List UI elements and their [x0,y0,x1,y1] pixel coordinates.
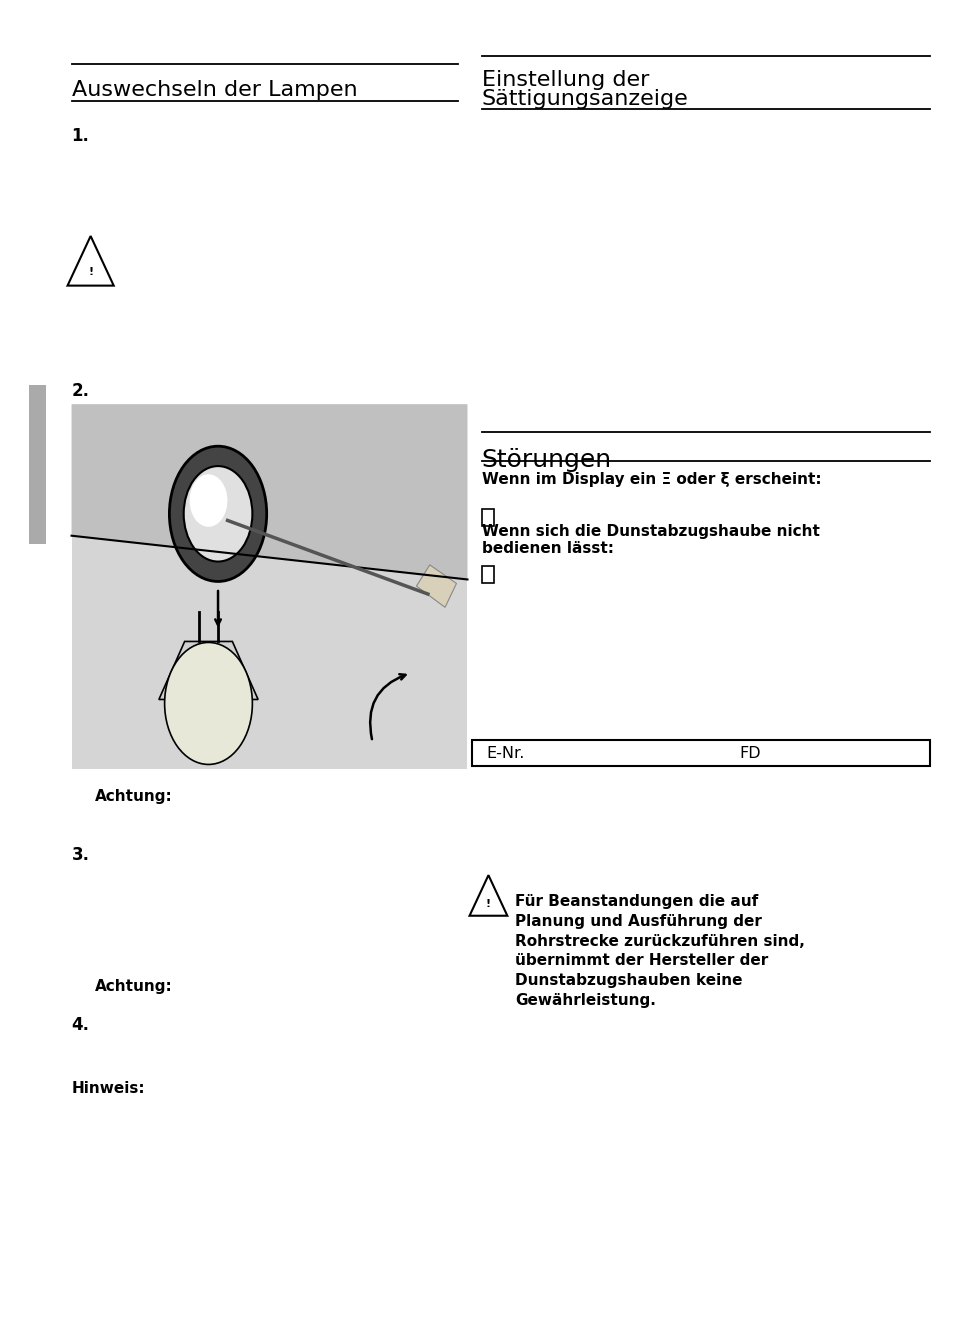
Text: FD: FD [739,745,760,761]
Text: 3.: 3. [71,846,90,865]
Text: Sättigungsanzeige: Sättigungsanzeige [481,89,688,109]
Text: Planung und Ausführung der: Planung und Ausführung der [515,914,761,928]
Bar [71,404,467,769]
Circle shape [190,475,227,526]
Circle shape [165,642,253,764]
Bar [472,740,929,766]
Text: übernimmt der Hersteller der: übernimmt der Hersteller der [515,953,767,968]
Text: Einstellung der: Einstellung der [481,70,648,90]
Text: Achtung:: Achtung: [95,789,172,804]
Polygon shape [416,565,456,607]
Bar [481,509,494,526]
Polygon shape [71,404,467,579]
Text: 4.: 4. [71,1016,90,1034]
Text: Rohrstrecke zurückzuführen sind,: Rohrstrecke zurückzuführen sind, [515,934,804,948]
Text: bedienen lässt:: bedienen lässt: [481,541,613,556]
Bar [29,385,46,544]
Text: Achtung:: Achtung: [95,979,172,993]
Text: Gewährleistung.: Gewährleistung. [515,993,656,1008]
Circle shape [184,465,253,561]
Circle shape [170,446,267,581]
Text: 1.: 1. [71,127,90,146]
Text: Auswechseln der Lampen: Auswechseln der Lampen [71,80,356,99]
Text: Störungen: Störungen [481,448,611,472]
Text: Hinweis:: Hinweis: [71,1081,145,1095]
Text: E-Nr.: E-Nr. [486,745,524,761]
Polygon shape [159,642,258,699]
Text: !: ! [88,267,93,277]
Text: Wenn sich die Dunstabzugshaube nicht: Wenn sich die Dunstabzugshaube nicht [481,524,819,538]
Text: Wenn im Display ein Ξ oder ξ erscheint:: Wenn im Display ein Ξ oder ξ erscheint: [481,472,821,487]
Text: Dunstabzugshauben keine: Dunstabzugshauben keine [515,973,741,988]
Text: !: ! [485,899,491,910]
Text: 2.: 2. [71,382,90,400]
Text: Für Beanstandungen die auf: Für Beanstandungen die auf [515,894,758,908]
Bar [481,566,494,583]
